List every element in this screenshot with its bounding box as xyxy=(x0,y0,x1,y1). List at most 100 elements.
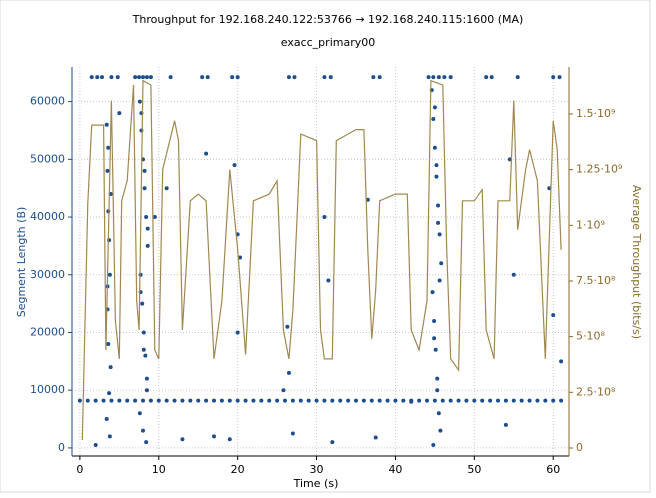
point xyxy=(464,398,469,403)
x-tick-label: 20 xyxy=(231,463,245,476)
point xyxy=(377,398,382,403)
point xyxy=(431,116,436,121)
point xyxy=(559,398,564,403)
point xyxy=(105,307,110,312)
point xyxy=(145,243,150,248)
point xyxy=(141,428,145,433)
point xyxy=(144,75,149,80)
line xyxy=(81,79,562,441)
point xyxy=(107,391,112,396)
y2-axis-title: Average Throughput (bits/s) xyxy=(630,185,643,339)
point xyxy=(259,398,264,403)
point xyxy=(434,163,439,168)
point xyxy=(322,75,327,80)
point xyxy=(361,398,366,403)
point xyxy=(432,318,437,323)
point xyxy=(141,347,146,352)
point xyxy=(322,398,327,403)
point xyxy=(326,278,331,283)
point xyxy=(156,398,161,403)
point xyxy=(417,398,422,403)
point xyxy=(488,398,493,403)
point xyxy=(511,398,516,403)
point xyxy=(338,398,343,403)
point xyxy=(200,75,205,80)
point xyxy=(204,398,209,403)
x-tick-label: 50 xyxy=(467,463,481,476)
point xyxy=(109,75,114,80)
point xyxy=(439,261,444,266)
x-tick-label: 30 xyxy=(310,463,324,476)
point xyxy=(480,398,485,403)
point xyxy=(196,398,201,403)
point xyxy=(434,174,439,179)
point xyxy=(117,111,122,116)
point xyxy=(433,347,438,352)
point xyxy=(365,197,370,202)
point xyxy=(152,215,157,220)
chart-title: Throughput for 192.168.240.122:53766 → 1… xyxy=(132,13,524,26)
point xyxy=(330,440,335,445)
point xyxy=(503,398,508,403)
point xyxy=(425,398,429,403)
point xyxy=(551,398,556,403)
point xyxy=(436,75,441,80)
point xyxy=(188,398,193,403)
point xyxy=(205,75,210,80)
point xyxy=(140,301,145,306)
x-tick-label: 10 xyxy=(152,463,166,476)
point xyxy=(108,365,113,370)
point xyxy=(109,398,114,403)
point xyxy=(401,398,406,403)
point xyxy=(144,215,149,220)
point xyxy=(436,220,441,225)
point xyxy=(547,186,552,191)
point xyxy=(430,290,435,295)
point xyxy=(227,398,232,403)
x-tick-label: 0 xyxy=(76,463,83,476)
point xyxy=(115,75,120,80)
point xyxy=(442,75,447,80)
point xyxy=(551,75,556,80)
point xyxy=(328,75,333,80)
y-tick-label: 20000 xyxy=(30,325,65,338)
point xyxy=(180,437,185,442)
point xyxy=(306,398,311,403)
point xyxy=(164,186,169,191)
point xyxy=(432,145,437,150)
point xyxy=(141,330,146,335)
point xyxy=(330,398,335,403)
point xyxy=(138,272,143,277)
point xyxy=(322,215,327,220)
point xyxy=(235,330,240,335)
point xyxy=(275,398,280,403)
point xyxy=(142,186,147,191)
point xyxy=(559,359,564,364)
point xyxy=(435,376,440,381)
y-tick-label: 60000 xyxy=(30,95,65,108)
point xyxy=(232,163,237,168)
point xyxy=(393,398,398,403)
point xyxy=(385,398,390,403)
y2-tick-label: 2.5·10⁸ xyxy=(576,385,616,398)
point xyxy=(219,398,224,403)
y2-tick-label: 1.25·10⁹ xyxy=(576,163,622,176)
point xyxy=(281,388,286,393)
point xyxy=(85,398,90,403)
point xyxy=(235,398,240,403)
point xyxy=(435,388,440,393)
point xyxy=(527,398,532,403)
y-axis-title: Segment Length (B) xyxy=(15,207,28,318)
point xyxy=(144,388,149,393)
point xyxy=(141,75,145,80)
point xyxy=(431,75,436,80)
point xyxy=(426,75,431,80)
point xyxy=(101,398,106,403)
y2-tick-label: 0 xyxy=(576,441,583,454)
point xyxy=(93,443,98,448)
point xyxy=(148,75,153,80)
y2-tick-label: 7.5·10⁸ xyxy=(576,274,616,287)
point xyxy=(95,75,100,80)
